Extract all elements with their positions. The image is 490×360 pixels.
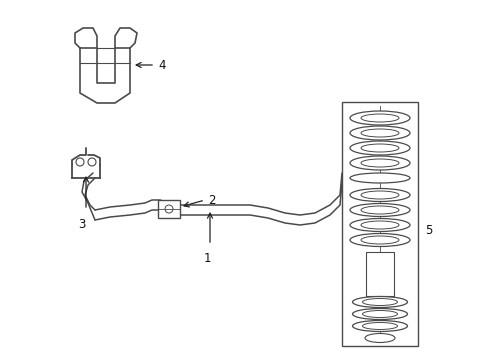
Ellipse shape: [361, 114, 399, 122]
Ellipse shape: [350, 156, 410, 170]
Ellipse shape: [363, 298, 397, 306]
Text: 5: 5: [425, 224, 432, 237]
Ellipse shape: [350, 111, 410, 125]
Ellipse shape: [361, 191, 399, 199]
Text: 2: 2: [208, 194, 216, 207]
Text: 1: 1: [203, 252, 211, 265]
Ellipse shape: [361, 236, 399, 244]
Ellipse shape: [352, 320, 408, 332]
Ellipse shape: [350, 219, 410, 231]
Ellipse shape: [361, 159, 399, 167]
Ellipse shape: [352, 297, 408, 307]
Ellipse shape: [363, 323, 397, 329]
Ellipse shape: [352, 309, 408, 320]
Ellipse shape: [361, 144, 399, 152]
Ellipse shape: [350, 234, 410, 247]
Bar: [366, 252, 394, 296]
Text: 3: 3: [78, 218, 86, 231]
Ellipse shape: [350, 141, 410, 155]
Ellipse shape: [350, 126, 410, 140]
Ellipse shape: [361, 129, 399, 137]
Ellipse shape: [350, 189, 410, 202]
Ellipse shape: [361, 206, 399, 214]
Ellipse shape: [361, 221, 399, 229]
Bar: [158, 200, 180, 218]
Ellipse shape: [350, 173, 410, 183]
Ellipse shape: [365, 333, 395, 342]
Bar: [342, 102, 418, 346]
Ellipse shape: [350, 203, 410, 216]
Text: 4: 4: [158, 59, 166, 72]
Ellipse shape: [363, 310, 397, 318]
